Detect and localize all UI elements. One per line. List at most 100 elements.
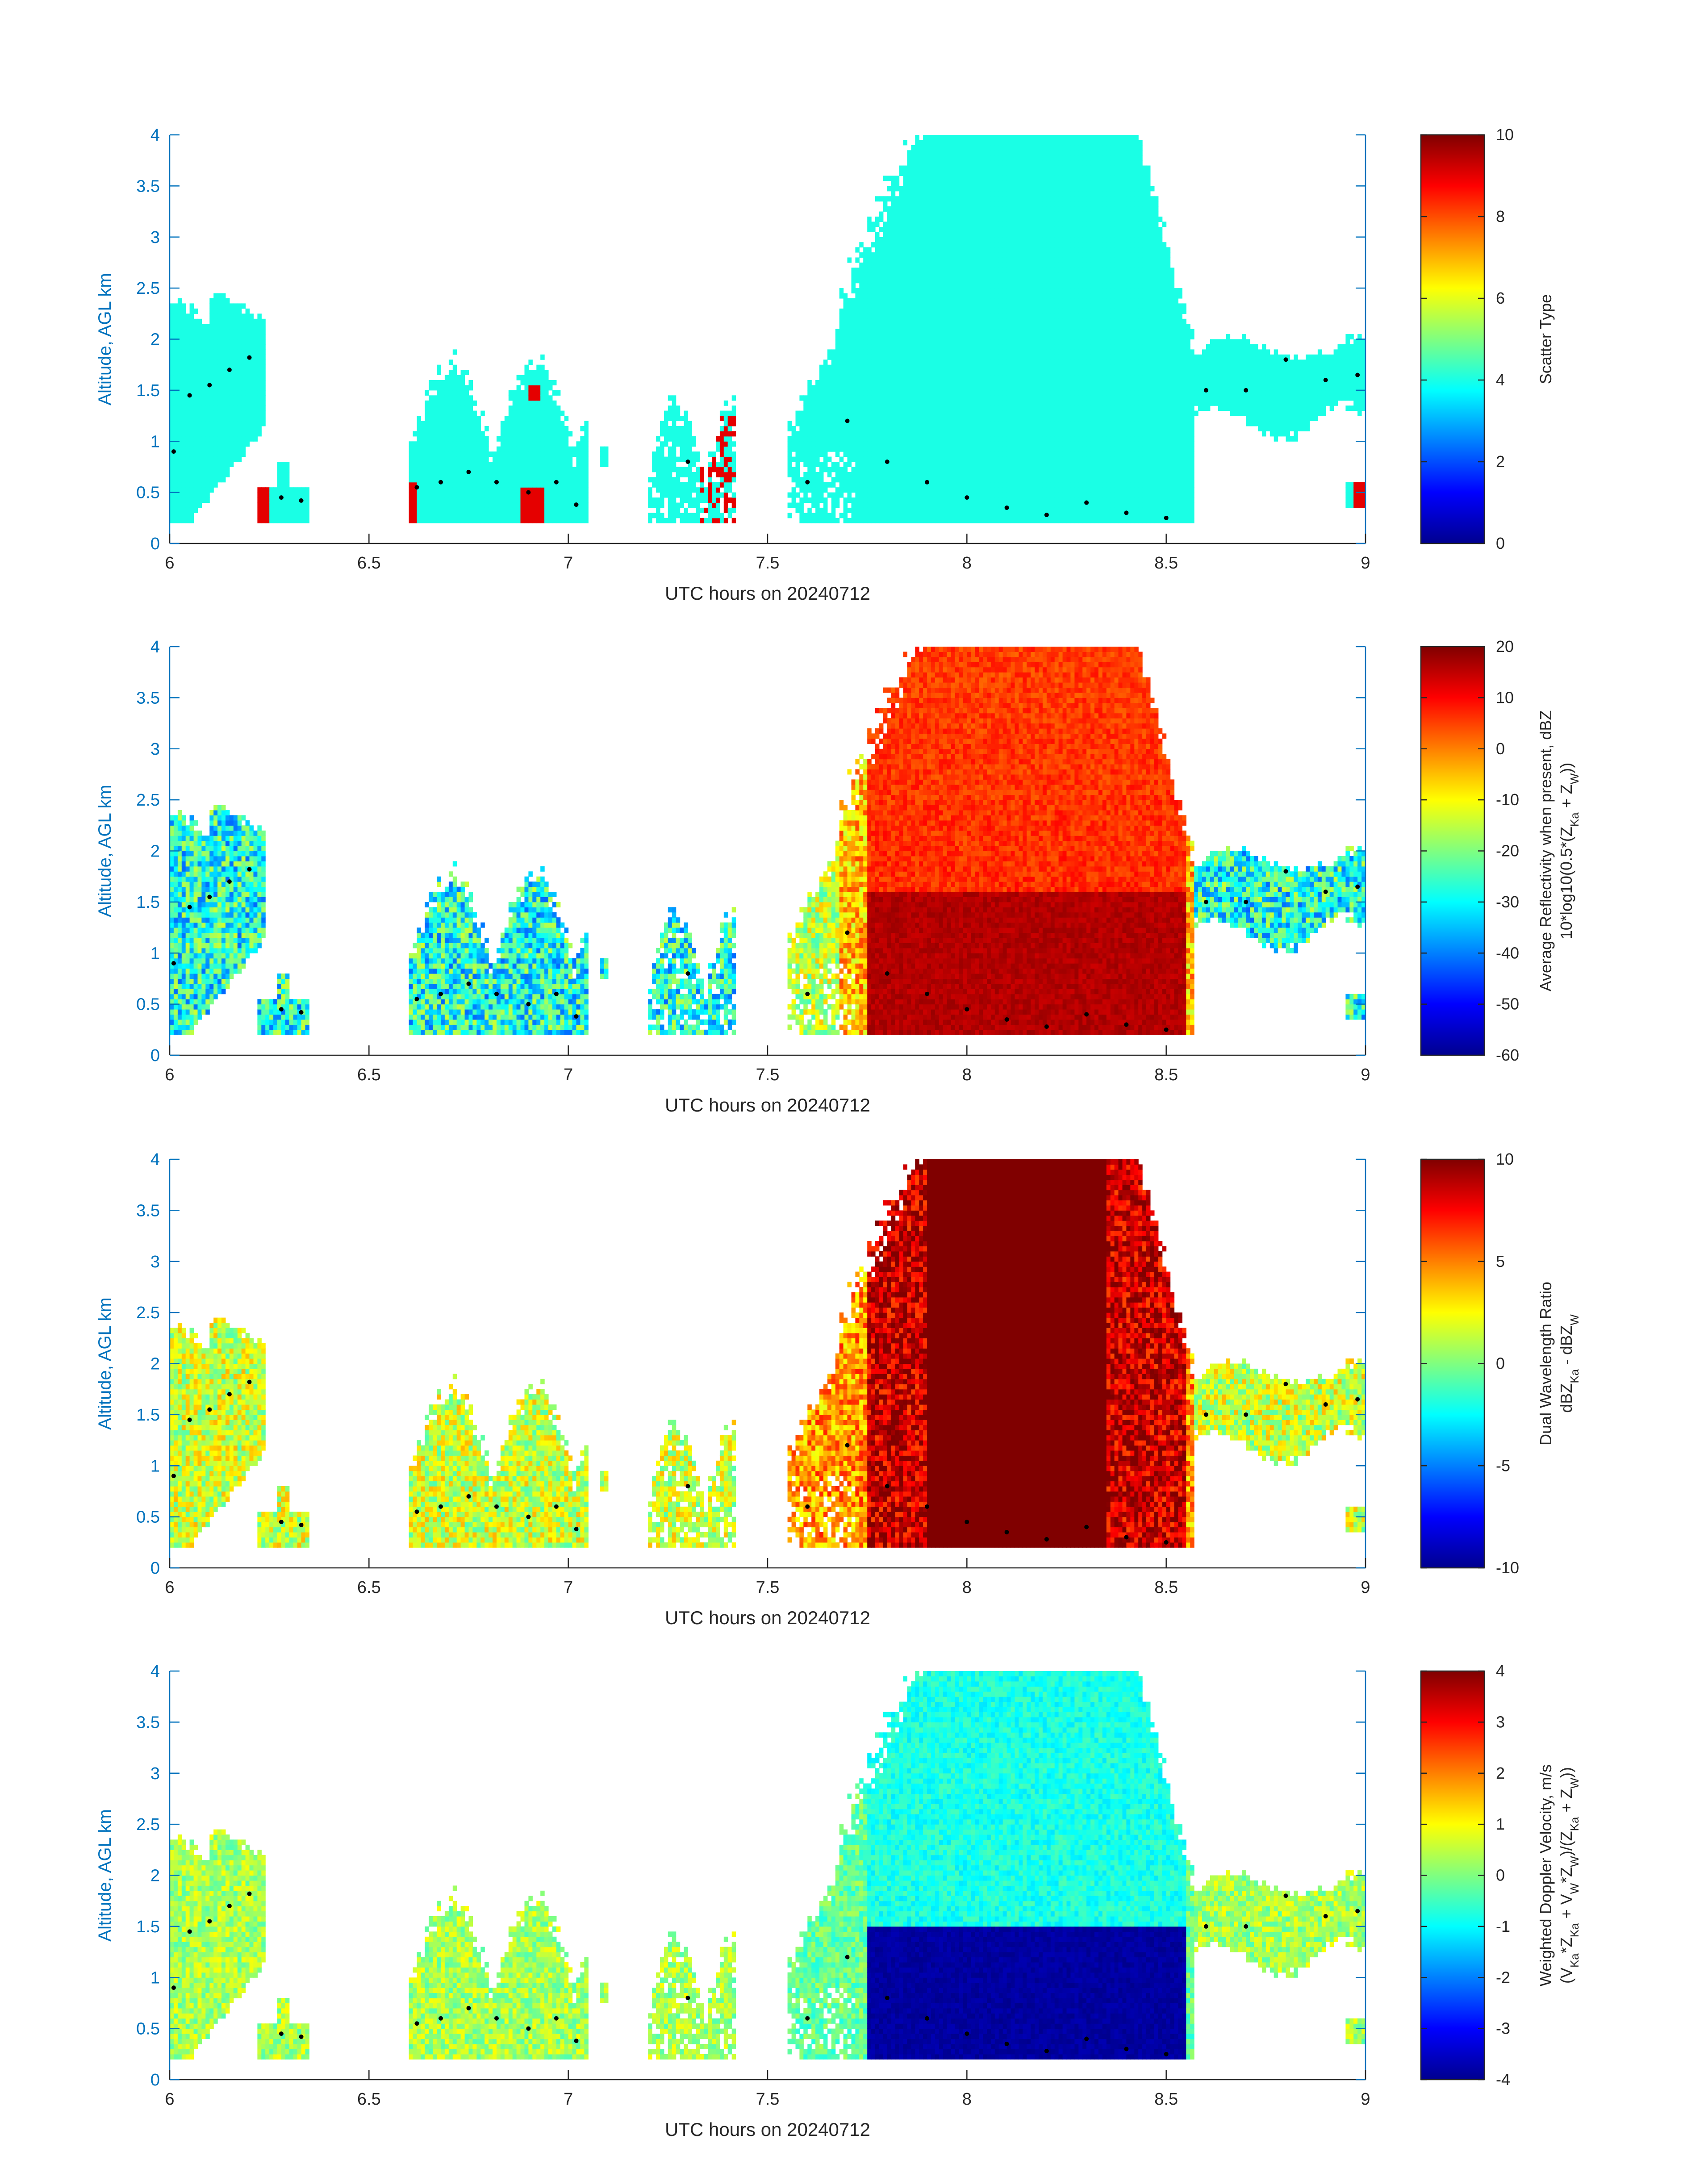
heatmap-cell (250, 416, 254, 421)
heatmap-cell (425, 447, 429, 452)
heatmap-cell (209, 411, 214, 416)
heatmap-cell (277, 467, 282, 472)
heatmap-cell (472, 472, 477, 477)
heatmap-cell (182, 375, 186, 380)
heatmap-cell (472, 401, 477, 406)
heatmap-cell (182, 319, 186, 324)
heatmap-cell (246, 390, 250, 396)
heatmap-cell (497, 462, 501, 467)
heatmap-cell (178, 405, 182, 411)
heatmap-cell (194, 375, 198, 380)
heatmap-cell (254, 405, 258, 411)
heatmap-cell (205, 416, 210, 421)
heatmap-cell (250, 411, 254, 416)
heatmap-cell (234, 344, 238, 350)
heatmap-cell (242, 411, 246, 416)
heatmap-cell (201, 329, 206, 334)
heatmap-cell (254, 334, 258, 339)
heatmap-cell (480, 477, 485, 482)
heatmap-cell (238, 334, 242, 339)
heatmap-cell (217, 457, 222, 462)
heatmap-cell (182, 405, 186, 411)
heatmap-cell (254, 426, 258, 431)
heatmap-cell (250, 426, 254, 431)
heatmap-cell (425, 467, 429, 472)
heatmap-cell (174, 421, 178, 426)
heatmap-cell (250, 313, 254, 319)
heatmap-cell (254, 411, 258, 416)
heatmap-cell (472, 411, 477, 416)
heatmap-cell (238, 319, 242, 324)
heatmap-cell (234, 329, 238, 334)
heatmap-cell (457, 462, 461, 467)
heatmap-cell (182, 436, 186, 442)
heatmap-cell (221, 349, 226, 355)
heatmap-cell (429, 482, 433, 488)
heatmap-cell (250, 375, 254, 380)
heatmap-cell (472, 441, 477, 447)
heatmap-cell (421, 497, 425, 503)
heatmap-cell (174, 324, 178, 329)
heatmap-cell (186, 324, 190, 329)
heatmap-cell (198, 436, 202, 442)
heatmap-cell (449, 431, 453, 436)
heatmap-cell (433, 436, 437, 442)
heatmap-cell (433, 518, 437, 523)
heatmap-cell (209, 303, 214, 309)
heatmap-cell (281, 467, 286, 472)
heatmap-cell (445, 385, 449, 390)
heatmap-cell (246, 349, 250, 355)
heatmap-cell (453, 493, 457, 498)
heatmap-cell (409, 467, 413, 472)
heatmap-cell (174, 303, 178, 309)
heatmap-cell (445, 426, 449, 431)
heatmap-cell (201, 359, 206, 365)
heatmap-cell (194, 426, 198, 431)
heatmap-cell (170, 457, 174, 462)
heatmap-cell (201, 390, 206, 396)
heatmap-cell (437, 503, 441, 508)
heatmap-cell (186, 513, 190, 518)
heatmap-cell (221, 395, 226, 401)
heatmap-cell (449, 467, 453, 472)
heatmap-cell (250, 365, 254, 370)
heatmap-cell (213, 313, 218, 319)
heatmap-cell (437, 487, 441, 493)
heatmap-cell (469, 477, 473, 482)
heatmap-cell (194, 467, 198, 472)
heatmap-cell (301, 487, 306, 493)
heatmap-cell (453, 451, 457, 457)
heatmap-cell (226, 349, 230, 355)
heatmap-cell (453, 390, 457, 396)
heatmap-cell (480, 493, 485, 498)
heatmap-cell (305, 508, 310, 513)
heatmap-cell (198, 493, 202, 498)
heatmap-cell (250, 395, 254, 401)
heatmap-cell (417, 497, 422, 503)
heatmap-cell (469, 518, 473, 523)
heatmap-cell (178, 477, 182, 482)
heatmap-cell (226, 339, 230, 345)
heatmap-cell (285, 508, 290, 513)
heatmap-cell (174, 385, 178, 390)
heatmap-cell (281, 508, 286, 513)
heatmap-cell (186, 319, 190, 324)
heatmap-cell (186, 497, 190, 503)
heatmap-cell (449, 508, 453, 513)
heatmap-cell (469, 447, 473, 452)
heatmap-cell (493, 467, 497, 472)
heatmap-cell (465, 416, 469, 421)
heatmap-cell (453, 370, 457, 375)
heatmap-cell (170, 508, 174, 513)
heatmap-cell (273, 508, 278, 513)
heatmap-cell (445, 436, 449, 442)
heatmap-cell (461, 457, 465, 462)
heatmap-cell (213, 349, 218, 355)
heatmap-cell (425, 416, 429, 421)
heatmap-cell (221, 319, 226, 324)
heatmap-cell (285, 482, 290, 488)
heatmap-cell (449, 380, 453, 385)
heatmap-cell (257, 355, 262, 360)
heatmap-cell (186, 355, 190, 360)
heatmap-cell (226, 411, 230, 416)
